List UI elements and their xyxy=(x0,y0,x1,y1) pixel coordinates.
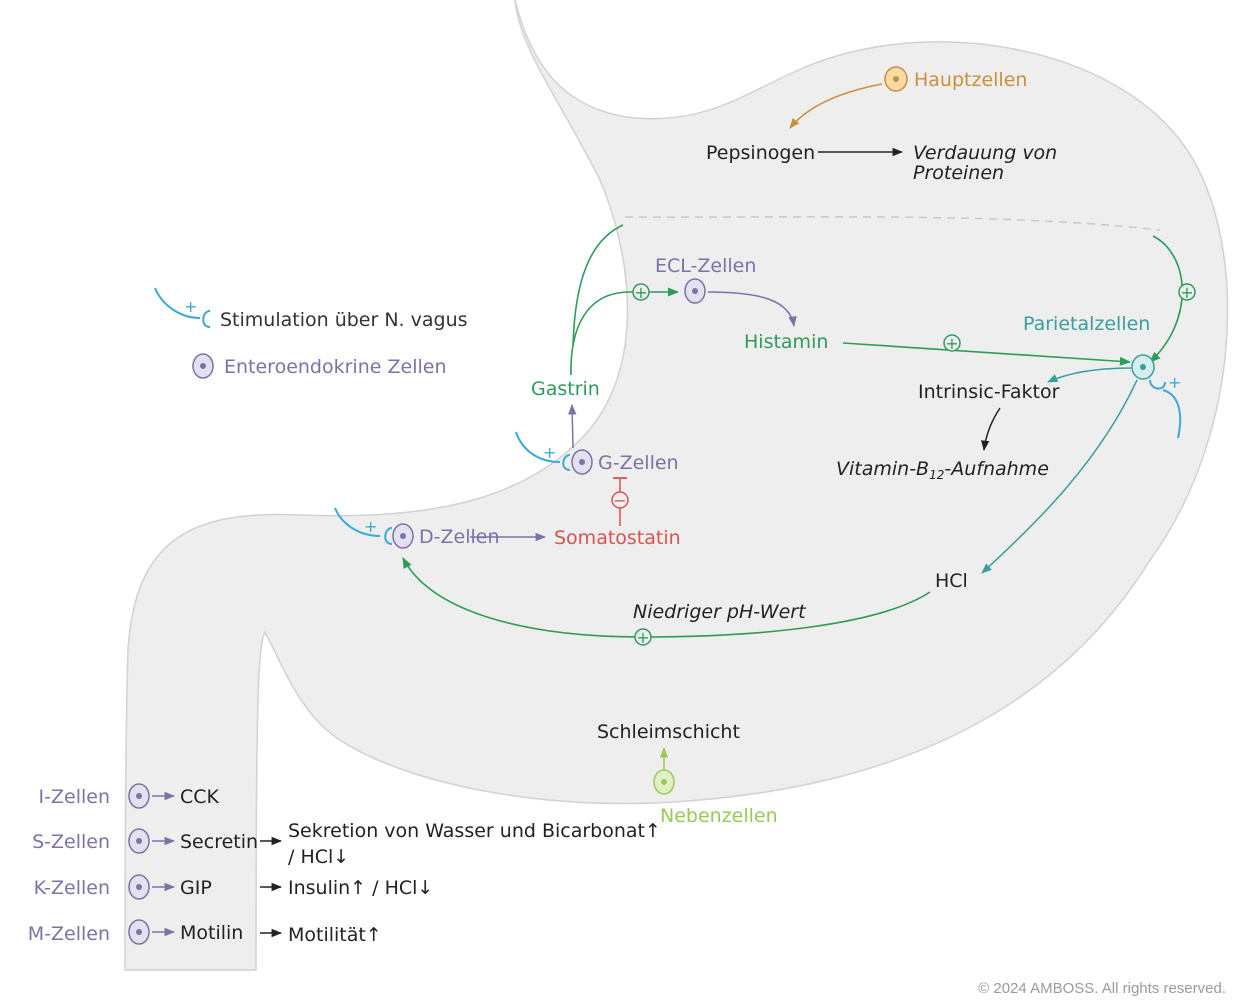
svg-text:+: + xyxy=(945,334,958,353)
duodenum-cell-label: M-Zellen xyxy=(28,923,110,945)
minus-sign-somatostatin: − xyxy=(611,491,629,510)
legend-enteroendocrine-label: Enteroendokrine Zellen xyxy=(224,356,446,378)
plus-sign-vagus-parietal: + xyxy=(1178,283,1196,302)
duodenum-effect-label: Insulin↑ / HCl↓ xyxy=(288,877,433,899)
duodenum-row: I-Zellen CCK xyxy=(39,783,220,809)
svg-text:+: + xyxy=(364,517,377,536)
ecl-label: ECL-Zellen xyxy=(655,255,756,277)
duodenum-effect-label: Sekretion von Wasser und Bicarbonat↑ xyxy=(288,820,661,842)
plus-sign-low-ph: + xyxy=(634,628,652,647)
duodenum-row: M-Zellen Motilin Motilität↑ xyxy=(28,919,382,946)
b12-label: Vitamin-B12-Aufnahme xyxy=(836,458,1049,482)
d-cells-vagus-icon xyxy=(334,507,381,537)
hcl-label: HCl xyxy=(935,570,968,592)
d-cells-label: D-Zellen xyxy=(419,526,499,548)
protein-digestion-line1: Verdauung von xyxy=(913,142,1057,164)
svg-text:−: − xyxy=(613,491,626,510)
pepsinogen-label: Pepsinogen xyxy=(706,142,815,164)
parietal-to-hcl-arrow xyxy=(981,379,1138,574)
legend: + Stimulation über N. vagus Enteroendokr… xyxy=(154,287,468,379)
svg-text:+: + xyxy=(634,283,647,302)
plus-sign-histamin: + xyxy=(943,334,961,353)
hauptzellen-label: Hauptzellen xyxy=(914,69,1027,91)
g-cells-to-gastrin-arrow xyxy=(568,403,577,449)
vagus-icon xyxy=(154,287,201,319)
duodenum-cell-label: K-Zellen xyxy=(34,877,110,899)
gastrin-to-ecl-path xyxy=(570,287,680,376)
copyright: © 2024 AMBOSS. All rights reserved. xyxy=(978,980,1226,997)
duodenum-row: S-Zellen Secretin Sekretion von Wasser u… xyxy=(32,820,661,868)
protein-digestion-line2: Proteinen xyxy=(913,162,1004,184)
duodenum-effect-label: Motilität↑ xyxy=(288,924,382,946)
somatostatin-label: Somatostatin xyxy=(554,527,681,549)
g-cells-vagus-icon xyxy=(515,431,561,463)
stomach-shape xyxy=(124,0,1229,971)
gastrin-to-parietal-path xyxy=(572,224,624,346)
duodenum-row: K-Zellen GIP Insulin↑ / HCl↓ xyxy=(34,874,433,900)
intrinsic-to-b12-arrow xyxy=(981,407,1001,452)
legend-vagus-label: Stimulation über N. vagus xyxy=(220,309,468,331)
histamin-to-parietal-arrow xyxy=(842,342,1132,366)
svg-text:+: + xyxy=(1180,283,1193,302)
duodenum-effect-label-2: / HCl↓ xyxy=(288,846,349,868)
mucus-label: Schleimschicht xyxy=(597,721,740,743)
parietal-vagus-icon xyxy=(1162,389,1182,439)
ecl-to-histamin-arrow xyxy=(707,291,797,328)
svg-text:+: + xyxy=(543,443,556,462)
duodenum-cell-label: S-Zellen xyxy=(32,831,110,853)
histamin-label: Histamin xyxy=(744,331,828,353)
duodenum-hormone-label: Secretin xyxy=(180,831,258,853)
hauptzellen-arrow xyxy=(789,83,883,129)
duodenum-cell-label: I-Zellen xyxy=(39,786,110,808)
duodenum-hormone-label: CCK xyxy=(180,786,220,808)
duodenum-hormone-label: GIP xyxy=(180,877,212,899)
gastrin-label: Gastrin xyxy=(531,378,600,400)
svg-text:+: + xyxy=(636,628,649,647)
duodenum-hormone-label: Motilin xyxy=(180,922,243,944)
low-ph-label: Niedriger pH-Wert xyxy=(633,601,807,623)
svg-text:+: + xyxy=(1168,373,1181,392)
intrinsic-label: Intrinsic-Faktor xyxy=(918,381,1060,403)
svg-text:+: + xyxy=(184,297,197,316)
fundus-divider xyxy=(624,216,1161,231)
nebenzellen-label: Nebenzellen xyxy=(660,805,778,827)
parietal-label: Parietalzellen xyxy=(1023,313,1150,335)
parietal-to-intrinsic-arrow xyxy=(1047,367,1132,383)
plus-sign-ecl: + xyxy=(632,283,650,302)
g-cells-label: G-Zellen xyxy=(598,452,679,474)
